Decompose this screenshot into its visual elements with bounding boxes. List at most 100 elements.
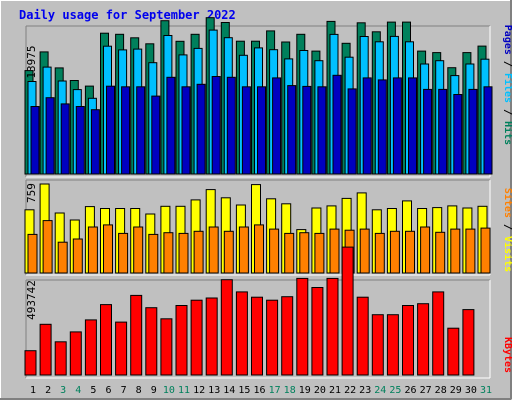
day-label: 13 bbox=[208, 385, 220, 396]
middle-panel-max-label: 759 bbox=[25, 183, 38, 203]
pages-bar bbox=[272, 77, 282, 175]
day-label: 6 bbox=[105, 385, 111, 396]
sites-bar bbox=[254, 224, 264, 274]
day-label: 24 bbox=[374, 385, 386, 396]
pages-bar bbox=[45, 97, 55, 175]
pages-bar bbox=[121, 86, 131, 175]
day-label: 2 bbox=[45, 385, 51, 396]
sites-bar bbox=[72, 238, 83, 274]
pages-bar bbox=[423, 88, 433, 175]
day-label: 21 bbox=[329, 385, 341, 396]
pages-bar bbox=[166, 76, 176, 175]
pages-bar bbox=[60, 103, 70, 175]
sites-bar bbox=[118, 232, 129, 274]
kbytes-bar bbox=[296, 277, 309, 376]
pages-bar bbox=[392, 77, 402, 175]
day-label: 5 bbox=[90, 385, 96, 396]
sites-bar bbox=[87, 226, 98, 274]
bottom-panel-legend: KBytes bbox=[502, 337, 512, 373]
middle-panel-legend: Sites / Visits bbox=[502, 188, 512, 272]
kbytes-bar bbox=[386, 314, 399, 376]
day-label: 17 bbox=[269, 385, 281, 396]
kbytes-bar bbox=[205, 297, 218, 376]
pages-bar bbox=[106, 85, 115, 175]
day-label: 7 bbox=[121, 385, 127, 396]
day-label: 16 bbox=[253, 385, 265, 396]
kbytes-bar bbox=[417, 303, 430, 376]
day-label: 11 bbox=[178, 385, 190, 396]
pages-bar bbox=[287, 85, 297, 175]
day-label: 25 bbox=[389, 385, 401, 396]
kbytes-bar bbox=[432, 291, 445, 376]
day-label: 23 bbox=[359, 385, 371, 396]
kbytes-bar bbox=[39, 323, 52, 376]
day-label: 29 bbox=[450, 385, 462, 396]
kbytes-bar bbox=[341, 246, 354, 376]
sites-bar bbox=[389, 230, 400, 274]
kbytes-bar bbox=[371, 314, 384, 376]
kbytes-panel bbox=[24, 246, 491, 379]
pages-bar bbox=[181, 86, 191, 175]
pages-bar bbox=[211, 76, 221, 175]
kbytes-bar bbox=[281, 296, 294, 376]
day-label: 15 bbox=[238, 385, 250, 396]
hits-files-pages-panel bbox=[24, 17, 493, 178]
sites-bar bbox=[329, 228, 340, 274]
day-axis: 1 2 3 4 5 6 7 8 9 10 11 12 13 14 15 16 17 18 19 20 21 22 23 24 2… bbox=[30, 385, 492, 396]
sites-bar bbox=[405, 230, 415, 274]
kbytes-bar bbox=[115, 321, 128, 376]
kbytes-bar bbox=[235, 291, 248, 376]
visits-sites-panel bbox=[24, 179, 491, 276]
day-label: 31 bbox=[480, 385, 492, 396]
pages-bar bbox=[408, 77, 417, 175]
bottom-panel-max-label: 493742 bbox=[25, 280, 38, 320]
pages-bar bbox=[468, 88, 478, 175]
kbytes-bar bbox=[190, 299, 203, 376]
kbytes-bar bbox=[145, 307, 158, 376]
kbytes-bar bbox=[69, 331, 82, 376]
sites-bar bbox=[269, 228, 280, 274]
chart-title: Daily usage for September 2022 bbox=[19, 8, 236, 22]
sites-bar bbox=[420, 226, 431, 274]
day-label: 12 bbox=[193, 385, 205, 396]
kbytes-bar bbox=[160, 318, 173, 376]
pages-bar bbox=[438, 88, 448, 175]
pages-bar bbox=[332, 74, 342, 175]
sites-bar bbox=[178, 232, 189, 274]
sites-bar bbox=[480, 227, 491, 274]
kbytes-bar bbox=[100, 304, 112, 376]
pages-bar bbox=[377, 79, 387, 175]
sites-bar bbox=[148, 233, 159, 274]
day-label: 10 bbox=[163, 385, 175, 396]
kbytes-bar bbox=[251, 296, 263, 376]
top-panel-legend: Pages / Files / Hits bbox=[502, 25, 512, 145]
kbytes-bar bbox=[84, 319, 97, 376]
sites-bar bbox=[435, 231, 446, 274]
pages-bar bbox=[241, 86, 251, 175]
pages-bar bbox=[90, 109, 100, 175]
sites-bar bbox=[193, 230, 204, 274]
sites-bar bbox=[103, 224, 113, 274]
pages-bar bbox=[257, 86, 266, 175]
sites-bar bbox=[57, 241, 68, 274]
day-label: 27 bbox=[420, 385, 432, 396]
kbytes-bar bbox=[462, 309, 475, 376]
top-panel-max-label: 13975 bbox=[25, 45, 38, 78]
sites-bar bbox=[465, 228, 476, 274]
kbytes-bar bbox=[130, 294, 143, 376]
sites-bar bbox=[42, 220, 53, 274]
kbytes-bar bbox=[266, 299, 279, 376]
day-label: 26 bbox=[404, 385, 416, 396]
pages-bar bbox=[226, 76, 236, 175]
kbytes-bar bbox=[447, 327, 460, 376]
day-label: 14 bbox=[223, 385, 235, 396]
pages-bar bbox=[136, 86, 146, 175]
kbytes-bar bbox=[220, 279, 233, 376]
pages-bar bbox=[347, 88, 357, 175]
day-label: 28 bbox=[435, 385, 447, 396]
day-label: 9 bbox=[151, 385, 157, 396]
kbytes-bar bbox=[356, 296, 369, 376]
sites-bar bbox=[27, 233, 38, 274]
pages-bar bbox=[302, 85, 312, 175]
